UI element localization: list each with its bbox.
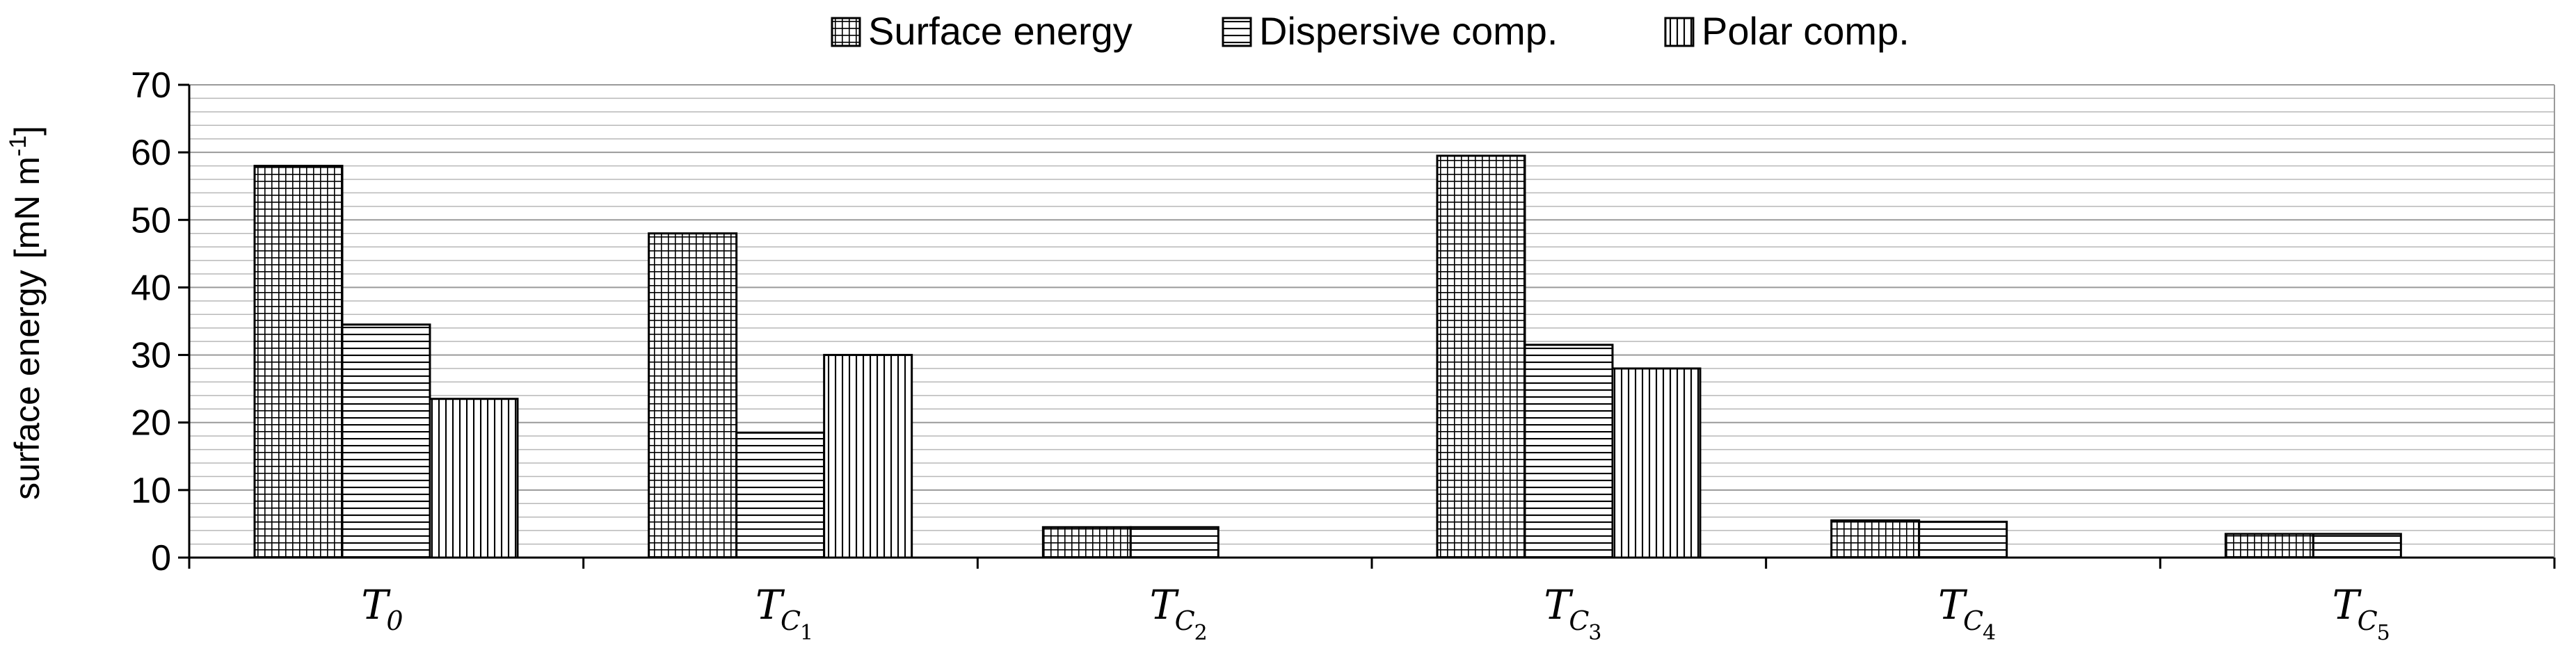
grid-lines: [189, 84, 2554, 558]
bar-polar-comp-0: [429, 398, 519, 559]
category-sub: 0: [386, 606, 403, 636]
category-main: T: [1150, 581, 1180, 628]
bar-dispersive-comp-0: [341, 323, 431, 559]
bar-surface-energy-3: [1436, 154, 1526, 559]
bar-surface-energy-4: [1830, 519, 1921, 559]
legend: Surface energy Dispersive comp. Polar comp…: [831, 9, 1910, 53]
x-category-label-1: TC1: [755, 581, 813, 645]
legend-swatch: [831, 17, 861, 47]
category-subsub: 2: [1194, 621, 1208, 645]
bar-surface-energy-2: [1041, 526, 1132, 559]
category-subsub: 5: [2377, 621, 2390, 645]
y-tick-label: 40: [131, 268, 171, 308]
category-main: T: [1938, 581, 1968, 628]
category-main: T: [361, 581, 391, 628]
legend-item-1: Dispersive comp.: [1222, 9, 1558, 53]
bars: [253, 154, 2402, 559]
bar-surface-energy-1: [648, 232, 738, 559]
y-tick-label: 10: [131, 471, 171, 511]
x-category-label-0: T0: [361, 581, 403, 636]
bar-dispersive-comp-4: [1918, 521, 2008, 559]
y-tick-label: 70: [131, 65, 171, 106]
legend-swatch: [1222, 17, 1252, 47]
y-axis-label: surface energy[mN m-1]: [5, 126, 47, 500]
y-tick-labels: 0 10 20 30 40 50 60 70: [131, 65, 171, 578]
category-main: T: [1544, 581, 1574, 628]
category-sub: C: [1963, 606, 1983, 636]
y-tick-label: 30: [131, 336, 171, 376]
x-category-label-3: TC3: [1544, 581, 1601, 645]
bar-dispersive-comp-1: [735, 431, 826, 559]
axes: [178, 83, 2556, 569]
category-main: T: [2333, 581, 2362, 628]
category-sub: C: [1175, 606, 1195, 636]
x-category-label-5: TC5: [2333, 581, 2390, 645]
legend-swatch: [1664, 17, 1695, 47]
bar-polar-comp-3: [1611, 367, 1702, 559]
y-tick-label: 50: [131, 200, 171, 241]
bar-surface-energy-5: [2224, 533, 2314, 559]
bar-polar-comp-1: [823, 354, 913, 559]
category-subsub: 4: [1983, 621, 1996, 645]
y-tick-label: 0: [151, 538, 171, 578]
legend-item-2: Polar comp.: [1664, 9, 1910, 53]
legend-label: Dispersive comp.: [1259, 9, 1558, 53]
bar-dispersive-comp-2: [1129, 526, 1219, 559]
bar-dispersive-comp-5: [2312, 533, 2402, 559]
category-sub: C: [1569, 606, 1589, 636]
category-main: T: [755, 581, 785, 628]
y-tick-label: 20: [131, 403, 171, 444]
x-category-label-4: TC4: [1938, 581, 1996, 645]
legend-label: Surface energy: [868, 9, 1133, 53]
category-subsub: 3: [1588, 621, 1601, 645]
bar-dispersive-comp-3: [1523, 343, 1614, 559]
bar-surface-energy-0: [253, 165, 344, 559]
y-tick-label: 60: [131, 133, 171, 173]
x-category-label-2: TC2: [1150, 581, 1208, 645]
legend-item-0: Surface energy: [831, 9, 1133, 53]
category-sub: C: [781, 606, 801, 636]
category-subsub: 1: [800, 621, 813, 645]
category-sub: C: [2358, 606, 2378, 636]
legend-label: Polar comp.: [1702, 9, 1910, 53]
